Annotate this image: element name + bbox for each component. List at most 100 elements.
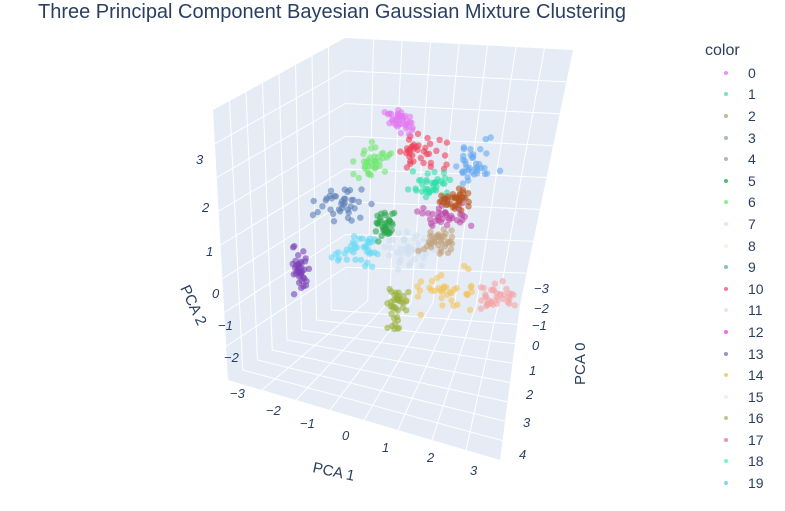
data-point[interactable] — [417, 311, 424, 318]
data-point[interactable] — [319, 203, 326, 210]
data-point[interactable] — [383, 154, 391, 161]
data-point[interactable] — [389, 115, 397, 122]
data-point[interactable] — [368, 138, 376, 146]
data-point[interactable] — [403, 164, 411, 171]
data-point[interactable] — [461, 168, 468, 176]
data-point[interactable] — [466, 306, 474, 314]
legend-item-6[interactable]: 6 — [700, 192, 785, 214]
data-point[interactable] — [487, 134, 494, 141]
data-point[interactable] — [351, 205, 358, 212]
legend-item-1[interactable]: 1 — [700, 84, 785, 106]
data-point[interactable] — [405, 288, 412, 296]
data-point[interactable] — [360, 244, 367, 251]
data-point[interactable] — [456, 197, 463, 204]
data-point[interactable] — [448, 240, 456, 247]
data-point[interactable] — [467, 146, 474, 153]
data-point[interactable] — [429, 222, 436, 230]
data-point[interactable] — [477, 305, 485, 312]
data-point[interactable] — [348, 196, 355, 204]
data-point[interactable] — [482, 136, 489, 143]
data-point[interactable] — [420, 159, 427, 167]
data-point[interactable] — [442, 210, 449, 217]
data-point[interactable] — [352, 256, 359, 263]
data-point[interactable] — [420, 235, 427, 242]
data-point[interactable] — [448, 289, 455, 297]
data-point[interactable] — [356, 235, 363, 242]
data-point[interactable] — [504, 298, 511, 306]
data-point[interactable] — [499, 278, 506, 285]
data-point[interactable] — [301, 275, 308, 282]
data-point[interactable] — [404, 186, 412, 193]
data-point[interactable] — [330, 218, 338, 225]
data-point[interactable] — [403, 297, 410, 305]
data-point[interactable] — [344, 188, 351, 195]
data-point[interactable] — [413, 143, 420, 151]
data-point[interactable] — [412, 185, 419, 192]
data-point[interactable] — [484, 301, 491, 308]
data-point[interactable] — [461, 262, 468, 270]
data-point[interactable] — [389, 304, 397, 312]
data-point[interactable] — [447, 246, 455, 253]
data-point[interactable] — [470, 171, 478, 178]
data-point[interactable] — [350, 233, 358, 240]
data-point[interactable] — [481, 170, 489, 178]
data-point[interactable] — [441, 195, 448, 202]
legend-item-2[interactable]: 2 — [700, 105, 785, 127]
legend-item-11[interactable]: 11 — [700, 300, 785, 322]
data-point[interactable] — [417, 154, 424, 162]
data-point[interactable] — [437, 178, 444, 185]
data-point[interactable] — [369, 263, 376, 270]
data-point[interactable] — [440, 169, 448, 177]
data-point[interactable] — [357, 214, 364, 221]
data-point[interactable] — [389, 322, 396, 330]
data-point[interactable] — [374, 219, 381, 227]
data-point[interactable] — [366, 239, 374, 247]
data-point[interactable] — [397, 129, 404, 137]
data-point[interactable] — [381, 243, 388, 250]
data-point[interactable] — [309, 211, 317, 219]
data-point[interactable] — [468, 282, 475, 290]
data-point[interactable] — [289, 244, 297, 251]
data-point[interactable] — [357, 256, 365, 264]
data-point[interactable] — [439, 215, 446, 222]
data-point[interactable] — [426, 188, 433, 195]
data-point[interactable] — [340, 195, 348, 202]
data-point[interactable] — [344, 206, 352, 213]
data-point[interactable] — [290, 291, 298, 298]
legend-item-10[interactable]: 10 — [700, 278, 785, 300]
data-point[interactable] — [398, 249, 405, 257]
data-point[interactable] — [480, 284, 487, 292]
data-point[interactable] — [419, 181, 426, 188]
data-point[interactable] — [397, 148, 404, 155]
data-point[interactable] — [381, 109, 388, 116]
data-point[interactable] — [446, 176, 454, 184]
data-point[interactable] — [439, 288, 446, 295]
data-point[interactable] — [403, 307, 410, 314]
data-point[interactable] — [454, 301, 461, 308]
data-point[interactable] — [511, 302, 518, 309]
data-point[interactable] — [388, 310, 395, 317]
data-point[interactable] — [367, 172, 375, 179]
data-point[interactable] — [482, 293, 489, 300]
data-point[interactable] — [388, 288, 395, 295]
data-point[interactable] — [348, 217, 355, 224]
data-point[interactable] — [355, 174, 363, 182]
data-point[interactable] — [496, 291, 504, 298]
data-point[interactable] — [343, 256, 350, 263]
data-point[interactable] — [389, 236, 396, 244]
data-point[interactable] — [465, 198, 472, 206]
legend-item-12[interactable]: 12 — [700, 321, 785, 343]
data-point[interactable] — [365, 250, 373, 257]
data-point[interactable] — [372, 144, 379, 151]
data-point[interactable] — [503, 285, 510, 293]
data-point[interactable] — [448, 233, 456, 241]
data-point[interactable] — [375, 238, 382, 245]
data-point[interactable] — [339, 204, 346, 212]
data-point[interactable] — [436, 136, 443, 144]
data-point[interactable] — [378, 232, 385, 239]
data-point[interactable] — [414, 240, 421, 247]
legend-item-8[interactable]: 8 — [700, 235, 785, 257]
data-point[interactable] — [431, 168, 438, 176]
data-point[interactable] — [394, 266, 402, 273]
data-point[interactable] — [295, 252, 302, 259]
